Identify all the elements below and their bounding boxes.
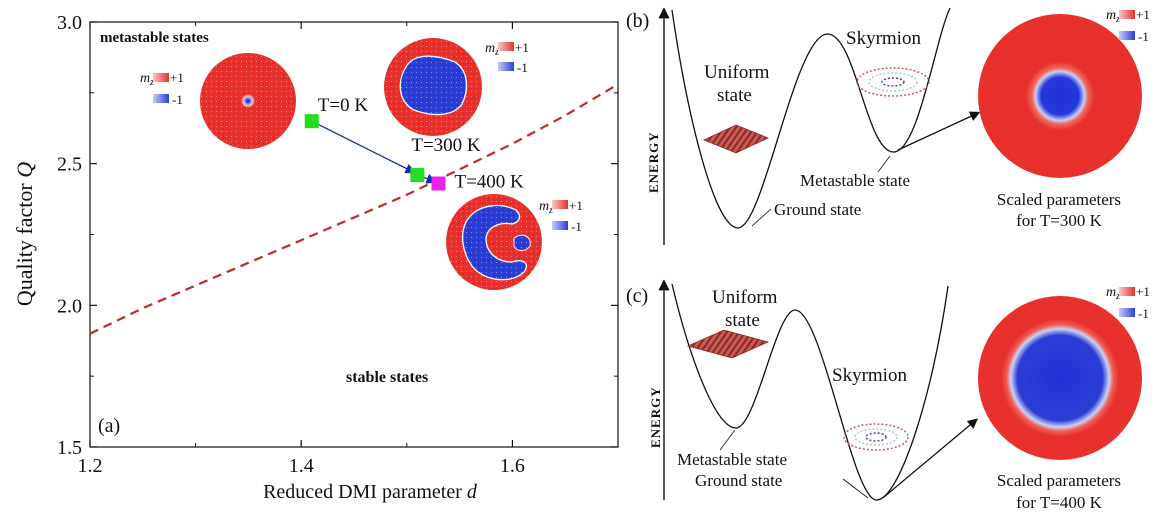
uniform-label-b-2: state xyxy=(717,85,752,106)
energy-label-c: ENERGY xyxy=(648,386,663,448)
panel-a: 1.52.02.53.0 1.2 1.4 1.6 Quality factor Q … xyxy=(12,12,619,503)
energy-curve-b xyxy=(671,7,951,229)
data-points: T=0 K T=300 K T=400 K xyxy=(304,95,524,193)
energy-curve-c xyxy=(671,283,949,501)
legend-inset-3: mz +1 -1 xyxy=(539,198,583,234)
panel-c-label: (c) xyxy=(626,285,648,307)
skyrmion-scaled-t400 xyxy=(978,296,1142,460)
ground-pointer-c xyxy=(842,478,869,499)
svg-text:+1: +1 xyxy=(1136,7,1150,22)
data-point-marker xyxy=(304,114,319,129)
scaled-label-b-2: for T=300 K xyxy=(1016,211,1102,230)
data-point-label: T=400 K xyxy=(454,172,524,193)
uniform-label-c-1: Uniform xyxy=(712,287,778,308)
metastable-label-b: Metastable state xyxy=(800,171,910,190)
skyrmion-label-b: Skyrmion xyxy=(846,28,921,49)
legend-inset-2: mz +1 -1 xyxy=(485,40,529,75)
ground-label-c: Ground state xyxy=(695,471,782,490)
svg-text:+1: +1 xyxy=(170,70,184,85)
y-tick-label: 3.0 xyxy=(57,12,82,34)
skyrmion-scaled-t300 xyxy=(978,14,1142,178)
svg-text:+1: +1 xyxy=(569,198,583,213)
svg-text:-1: -1 xyxy=(517,60,528,75)
svg-text:-1: -1 xyxy=(1138,306,1149,321)
svg-text:mz: mz xyxy=(1106,285,1120,302)
metastable-pointer-c xyxy=(719,429,736,451)
energy-label-b: ENERGY xyxy=(646,131,661,193)
svg-text:-1: -1 xyxy=(571,219,582,234)
temperature-path-line xyxy=(311,120,416,174)
svg-text:+1: +1 xyxy=(1136,284,1150,299)
skyrmion-spins-b xyxy=(856,67,930,97)
y-tick-label: 2.0 xyxy=(57,295,82,317)
x-tick-label: 1.2 xyxy=(78,455,103,477)
data-point-marker xyxy=(431,176,446,191)
skyrmion-label-c: Skyrmion xyxy=(832,365,907,386)
x-tick-label: 1.4 xyxy=(289,455,314,477)
stable-states-label: stable states xyxy=(346,369,428,386)
x-axis-label: Reduced DMI parameter d xyxy=(263,481,478,503)
svg-text:-1: -1 xyxy=(172,92,183,107)
skyrmion-inset-t400 xyxy=(446,194,542,290)
scaled-arrow-c xyxy=(883,418,978,498)
svg-text:-1: -1 xyxy=(1138,29,1149,44)
metastable-label-c: Metastable state xyxy=(677,450,787,469)
x-tick-label: 1.6 xyxy=(500,455,525,477)
scaled-label-c-1: Scaled parameters xyxy=(997,471,1121,490)
x-axis-ticks: 1.2 1.4 1.6 xyxy=(78,22,525,477)
skyrmion-inset-t0 xyxy=(200,53,296,149)
y-tick-label: 1.5 xyxy=(57,437,82,459)
svg-text:mz: mz xyxy=(539,199,553,216)
metastable-states-label: metastable states xyxy=(100,30,209,46)
scaled-label-c-2: for T=400 K xyxy=(1016,493,1102,512)
boundary-dashed-line xyxy=(89,83,619,335)
panel-a-label: (a) xyxy=(98,415,120,437)
scaled-label-b-1: Scaled parameters xyxy=(997,190,1121,209)
svg-text:mz: mz xyxy=(485,41,499,58)
panel-b-label: (b) xyxy=(626,10,649,32)
legend-c: mz +1 -1 xyxy=(1106,284,1150,321)
data-point-marker xyxy=(410,168,425,182)
y-axis-ticks: 1.5 2.0 2.5 3.0 xyxy=(57,12,618,459)
panel-b: ENERGY (b) Uniform state Skyrmion Metast… xyxy=(626,7,1150,245)
data-point-label: T=300 K xyxy=(411,135,481,156)
legend-inset-1: mz +1 -1 xyxy=(140,70,184,107)
skyrmion-inset-t300 xyxy=(384,38,482,136)
metastable-pointer-b xyxy=(877,155,891,173)
skyrmion-spins-c xyxy=(843,423,909,451)
ground-label-b: Ground state xyxy=(774,200,861,219)
uniform-label-c-2: state xyxy=(725,310,760,331)
uniform-label-b-1: Uniform xyxy=(704,62,770,83)
svg-text:mz: mz xyxy=(1106,8,1120,25)
legend-b: mz +1 -1 xyxy=(1106,7,1150,44)
uniform-spins-b xyxy=(703,124,769,154)
data-point-label: T=0 K xyxy=(318,95,369,116)
svg-text:+1: +1 xyxy=(515,40,529,55)
ground-pointer-b xyxy=(751,208,772,227)
uniform-spins-c xyxy=(686,329,770,359)
svg-text:mz: mz xyxy=(140,71,154,88)
y-axis-label: Quality factor Q xyxy=(12,162,37,306)
scaled-arrow-b xyxy=(897,111,981,151)
panel-c: ENERGY (c) Uniform state Skyrmion Metast… xyxy=(626,279,1150,512)
y-tick-label: 2.5 xyxy=(57,154,82,176)
